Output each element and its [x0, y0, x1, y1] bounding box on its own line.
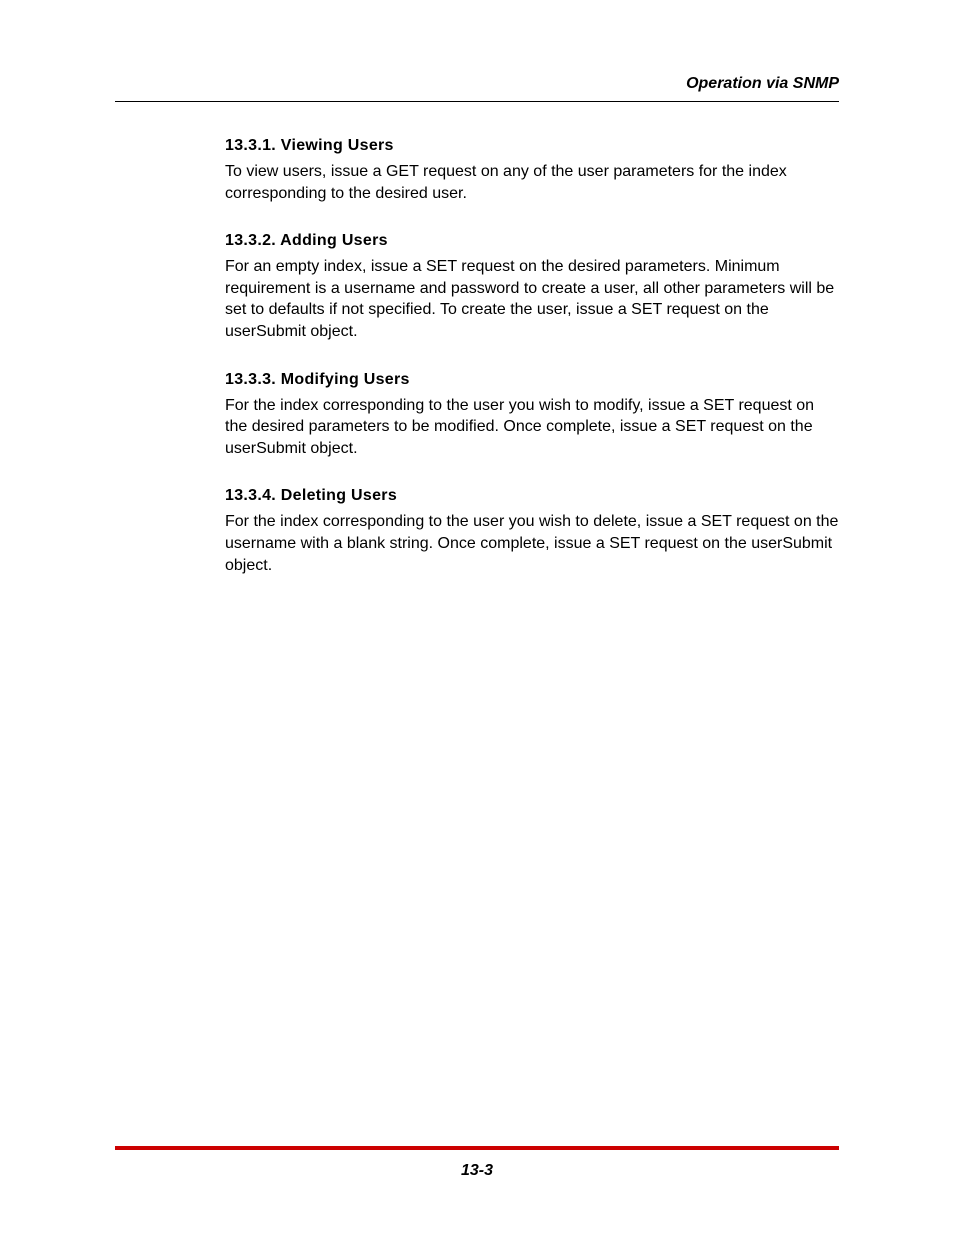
section-body: For the index corresponding to the user … — [225, 511, 839, 576]
section-heading: 13.3.3. Modifying Users — [225, 371, 839, 389]
section-adding-users: 13.3.2. Adding Users For an empty index,… — [225, 232, 839, 342]
page-number: 13-3 — [115, 1162, 839, 1180]
section-body: For the index corresponding to the user … — [225, 395, 839, 460]
page-content: 13.3.1. Viewing Users To view users, iss… — [115, 137, 839, 576]
document-page: Operation via SNMP 13.3.1. Viewing Users… — [0, 0, 954, 576]
section-heading: 13.3.1. Viewing Users — [225, 137, 839, 155]
page-footer: 13-3 — [115, 1146, 839, 1180]
header-title: Operation via SNMP — [686, 75, 839, 92]
section-heading: 13.3.2. Adding Users — [225, 232, 839, 250]
section-viewing-users: 13.3.1. Viewing Users To view users, iss… — [225, 137, 839, 204]
section-body: For an empty index, issue a SET request … — [225, 256, 839, 342]
page-header: Operation via SNMP — [115, 75, 839, 102]
section-heading: 13.3.4. Deleting Users — [225, 487, 839, 505]
footer-divider — [115, 1146, 839, 1150]
section-deleting-users: 13.3.4. Deleting Users For the index cor… — [225, 487, 839, 576]
section-modifying-users: 13.3.3. Modifying Users For the index co… — [225, 371, 839, 460]
section-body: To view users, issue a GET request on an… — [225, 161, 839, 204]
